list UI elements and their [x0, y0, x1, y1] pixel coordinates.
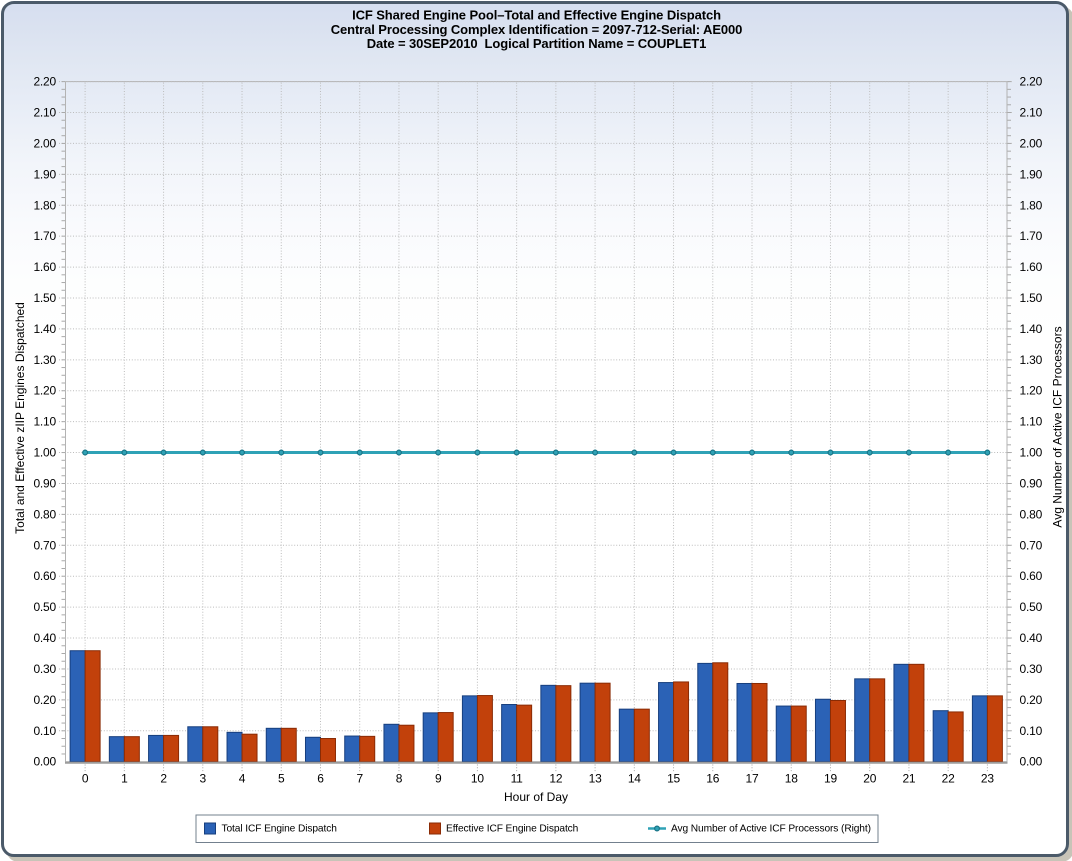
svg-text:0.10: 0.10 [33, 724, 56, 738]
svg-text:16: 16 [706, 772, 719, 786]
svg-text:1.20: 1.20 [33, 384, 56, 398]
svg-text:3: 3 [200, 772, 207, 786]
svg-text:7: 7 [356, 772, 363, 786]
svg-text:0.10: 0.10 [1020, 724, 1043, 738]
svg-text:Date = 30SEP2010 Logical Part: Date = 30SEP2010 Logical Partition Name … [367, 36, 707, 51]
svg-text:10: 10 [471, 772, 484, 786]
svg-text:Central Processing Complex Ide: Central Processing Complex Identificatio… [331, 22, 743, 37]
svg-text:12: 12 [549, 772, 562, 786]
svg-text:Hour of Day: Hour of Day [504, 790, 568, 804]
svg-text:0.70: 0.70 [1020, 538, 1043, 552]
svg-text:2.10: 2.10 [1020, 106, 1043, 120]
svg-text:0.60: 0.60 [1020, 569, 1043, 583]
svg-text:1.00: 1.00 [33, 446, 56, 460]
svg-text:0.20: 0.20 [33, 693, 56, 707]
svg-text:9: 9 [435, 772, 442, 786]
svg-text:0.00: 0.00 [1020, 755, 1043, 769]
svg-text:15: 15 [667, 772, 680, 786]
svg-text:1.30: 1.30 [1020, 353, 1043, 367]
svg-text:1.10: 1.10 [1020, 415, 1043, 429]
svg-text:0: 0 [82, 772, 89, 786]
svg-text:1.90: 1.90 [33, 167, 56, 181]
svg-text:1.80: 1.80 [33, 198, 56, 212]
svg-text:0.50: 0.50 [1020, 600, 1043, 614]
svg-text:0.50: 0.50 [33, 600, 56, 614]
svg-text:ICF Shared Engine Pool–Total a: ICF Shared Engine Pool–Total and Effecti… [352, 8, 721, 23]
svg-text:2.00: 2.00 [1020, 136, 1043, 150]
svg-text:0.20: 0.20 [1020, 693, 1043, 707]
svg-text:20: 20 [863, 772, 876, 786]
svg-text:1: 1 [121, 772, 128, 786]
svg-text:1.70: 1.70 [1020, 229, 1043, 243]
svg-text:Total and Effective zIIP Engin: Total and Effective zIIP Engines Dispatc… [13, 302, 27, 534]
svg-text:1.60: 1.60 [33, 260, 56, 274]
svg-text:2.20: 2.20 [1020, 75, 1043, 89]
svg-text:1.40: 1.40 [1020, 322, 1043, 336]
svg-text:1.10: 1.10 [33, 415, 56, 429]
svg-text:1.50: 1.50 [33, 291, 56, 305]
svg-text:Avg Number of Active ICF Proce: Avg Number of Active ICF Processors [1051, 326, 1065, 527]
svg-text:11: 11 [511, 772, 524, 786]
svg-text:2.20: 2.20 [33, 75, 56, 89]
svg-text:22: 22 [942, 772, 955, 786]
svg-text:13: 13 [589, 772, 602, 786]
svg-text:8: 8 [396, 772, 403, 786]
svg-text:1.20: 1.20 [1020, 384, 1043, 398]
svg-text:1.30: 1.30 [33, 353, 56, 367]
svg-text:Avg Number of Active ICF Proce: Avg Number of Active ICF Processors (Rig… [671, 824, 871, 835]
svg-text:4: 4 [239, 772, 246, 786]
svg-text:1.80: 1.80 [1020, 198, 1043, 212]
svg-text:0.70: 0.70 [33, 538, 56, 552]
svg-text:0.60: 0.60 [33, 569, 56, 583]
svg-text:0.30: 0.30 [33, 662, 56, 676]
svg-text:0.80: 0.80 [33, 507, 56, 521]
svg-text:0.90: 0.90 [1020, 476, 1043, 490]
svg-text:1.40: 1.40 [33, 322, 56, 336]
svg-text:0.90: 0.90 [33, 476, 56, 490]
svg-text:0.30: 0.30 [1020, 662, 1043, 676]
svg-text:1.90: 1.90 [1020, 167, 1043, 181]
svg-text:19: 19 [824, 772, 837, 786]
svg-text:1.50: 1.50 [1020, 291, 1043, 305]
svg-text:5: 5 [278, 772, 285, 786]
svg-text:0.40: 0.40 [33, 631, 56, 645]
svg-text:23: 23 [981, 772, 994, 786]
svg-text:2.10: 2.10 [33, 106, 56, 120]
svg-text:Effective ICF Engine Dispatch: Effective ICF Engine Dispatch [446, 824, 578, 835]
svg-text:0.00: 0.00 [33, 755, 56, 769]
svg-text:2: 2 [160, 772, 167, 786]
svg-text:0.40: 0.40 [1020, 631, 1043, 645]
svg-text:21: 21 [902, 772, 915, 786]
svg-text:6: 6 [317, 772, 324, 786]
svg-text:0.80: 0.80 [1020, 507, 1043, 521]
svg-text:1.00: 1.00 [1020, 446, 1043, 460]
svg-text:17: 17 [746, 772, 759, 786]
svg-text:1.70: 1.70 [33, 229, 56, 243]
svg-text:Total ICF Engine Dispatch: Total ICF Engine Dispatch [222, 824, 337, 835]
svg-text:14: 14 [628, 772, 641, 786]
svg-text:2.00: 2.00 [33, 136, 56, 150]
svg-text:1.60: 1.60 [1020, 260, 1043, 274]
svg-text:18: 18 [785, 772, 798, 786]
